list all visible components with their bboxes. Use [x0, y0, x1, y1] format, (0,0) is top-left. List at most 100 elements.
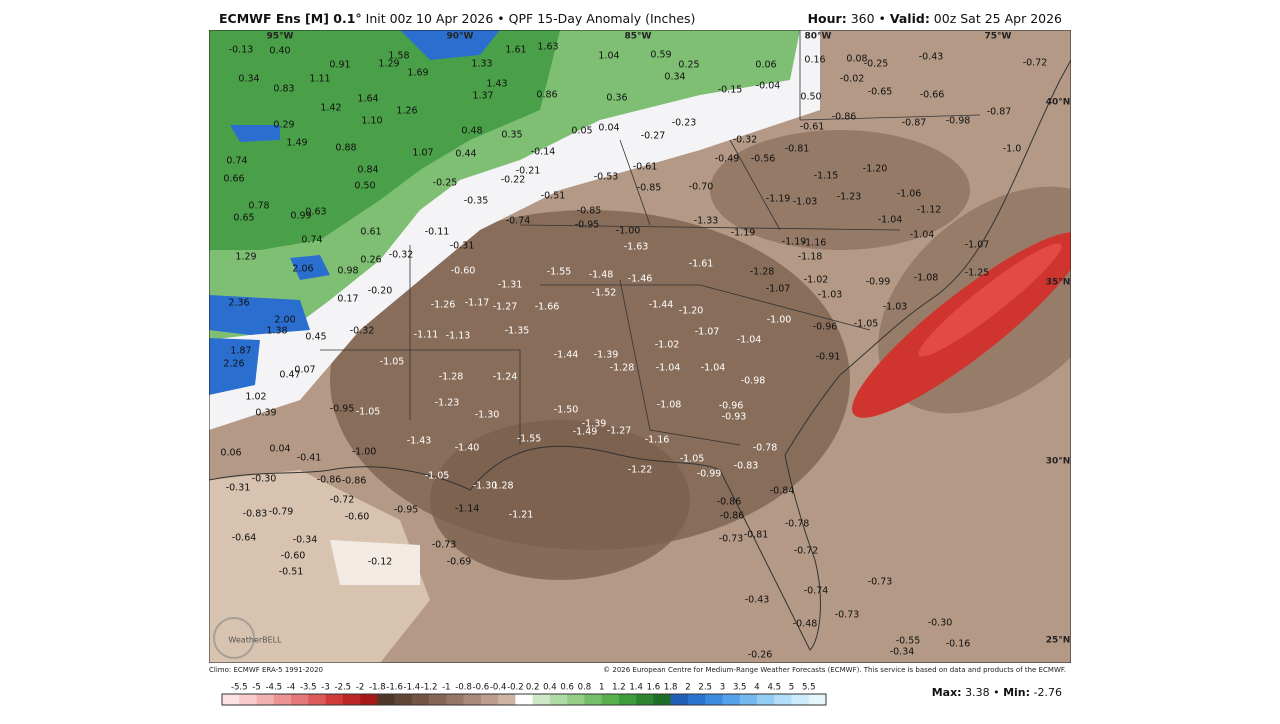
- colorbar-label: 0.4: [543, 683, 557, 693]
- value-label: -1.16: [645, 435, 670, 446]
- value-label: -0.60: [451, 266, 476, 277]
- colorbar-swatch: [429, 694, 447, 705]
- wet-area: [209, 30, 560, 250]
- value-label: 0.29: [273, 120, 294, 131]
- value-label: -1.20: [863, 164, 888, 175]
- colorbar-frame: [221, 693, 827, 706]
- colorbar-swatch: [446, 694, 464, 705]
- value-label: 0.65: [233, 213, 254, 224]
- value-label: -1.28: [750, 267, 775, 278]
- value-label: -1.26: [431, 300, 456, 311]
- value-label: -0.98: [741, 376, 766, 387]
- value-label: -1.04: [737, 335, 762, 346]
- value-label: 0.63: [305, 207, 326, 218]
- colorbar-label: -5: [252, 683, 260, 693]
- value-label: -0.41: [297, 453, 322, 464]
- value-label: -0.53: [594, 172, 619, 183]
- value-label: -0.21: [516, 166, 541, 177]
- value-label: -1.55: [547, 267, 572, 278]
- value-label: -1.27: [493, 302, 518, 313]
- colorbar-label: -5.5: [231, 683, 248, 693]
- value-label: -0.95: [575, 220, 600, 231]
- lat-lon-label: 25°N: [1046, 636, 1071, 646]
- value-label: -0.27: [641, 131, 666, 142]
- colorbar-label: -2: [356, 683, 364, 693]
- value-label: -1.05: [356, 407, 381, 418]
- value-label: -1.05: [380, 357, 405, 368]
- header-left: ECMWF Ens [M] 0.1° Init 00z 10 Apr 2026 …: [219, 11, 695, 26]
- value-label: 1.49: [286, 138, 307, 149]
- value-label: -0.32: [389, 250, 414, 261]
- colorbar-label: 4.5: [767, 683, 781, 693]
- value-label: -0.85: [637, 183, 662, 194]
- text-part: Min:: [1003, 686, 1030, 699]
- colorbar-swatch: [411, 694, 430, 705]
- value-label: 0.50: [354, 181, 375, 192]
- colorbar-label: -0.8: [455, 683, 472, 693]
- value-label: -1.23: [837, 192, 862, 203]
- value-label: 1.10: [361, 116, 382, 127]
- value-label: -1.06: [897, 189, 922, 200]
- colorbar-swatch: [360, 694, 378, 705]
- colorbar-swatch: [480, 694, 499, 705]
- light-area: [330, 540, 420, 585]
- value-label: 0.26: [360, 255, 381, 266]
- footer-left: Climo: ECMWF ERA-5 1991-2020: [209, 666, 323, 674]
- value-label: 1.42: [320, 103, 341, 114]
- value-label: -0.34: [890, 647, 915, 658]
- colorbar-label: 5.5: [802, 683, 816, 693]
- colorbar-swatch: [549, 694, 568, 705]
- colorbar-label: -3: [321, 683, 329, 693]
- value-label: -1.40: [455, 443, 480, 454]
- value-label: -1.23: [435, 398, 460, 409]
- colorbar-label: -1.6: [386, 683, 403, 693]
- value-label: 0.36: [606, 93, 627, 104]
- value-label: 2.06: [292, 264, 313, 275]
- value-label: 0.04: [269, 444, 290, 455]
- colorbar-swatch: [567, 694, 585, 705]
- value-label: 0.16: [804, 55, 825, 66]
- value-label: 0.40: [269, 46, 290, 57]
- value-label: -1.00: [767, 315, 792, 326]
- map: 95°W 90°W 85°W 80°W 75°W 40°N 35°N 30°N 25°N -0.1…: [209, 30, 1071, 663]
- colorbar-swatch: [308, 694, 326, 705]
- value-label: 0.61: [360, 227, 381, 238]
- value-label: -0.15: [718, 85, 743, 96]
- value-label: -1.03: [793, 197, 818, 208]
- value-label: 0.06: [220, 448, 241, 459]
- value-label: -0.20: [368, 286, 393, 297]
- dark-area: [430, 420, 690, 580]
- colorbar-swatch: [256, 694, 275, 705]
- value-label: -0.87: [987, 107, 1012, 118]
- value-label: 0.48: [461, 126, 482, 137]
- value-label: 0.04: [598, 123, 619, 134]
- value-label: -1.02: [655, 340, 680, 351]
- value-label: -0.26: [748, 650, 773, 661]
- colorbar-label: 1.4: [629, 683, 643, 693]
- value-label: -0.87: [902, 118, 927, 129]
- colorbar-swatch: [273, 694, 292, 705]
- value-label: 1.38: [266, 326, 287, 337]
- value-label: 1.02: [245, 392, 266, 403]
- colorbar-swatch: [239, 694, 257, 705]
- value-label: -0.98: [946, 116, 971, 127]
- lat-lon-label: 85°W: [625, 32, 652, 42]
- colorbar-label: 3.5: [733, 683, 747, 693]
- value-label: -1.50: [554, 405, 579, 416]
- value-label: 0.59: [650, 50, 671, 61]
- colorbar-label: -0.4: [490, 683, 507, 693]
- very-wet-area: [209, 295, 310, 335]
- value-label: 0.91: [329, 60, 350, 71]
- colorbar-label: 3: [720, 683, 725, 693]
- colorbar-label: -0.6: [473, 683, 490, 693]
- value-label: 0.84: [357, 165, 378, 176]
- lat-lon-label: 30°N: [1046, 457, 1071, 467]
- value-label: 0.66: [223, 174, 244, 185]
- value-label: 1.29: [378, 59, 399, 70]
- text-part: Valid:: [890, 11, 930, 26]
- value-label: -0.34: [293, 535, 318, 546]
- value-label: -0.86: [720, 511, 745, 522]
- value-label: -0.74: [804, 586, 829, 597]
- value-label: -1.03: [818, 290, 843, 301]
- value-label: -0.48: [793, 619, 818, 630]
